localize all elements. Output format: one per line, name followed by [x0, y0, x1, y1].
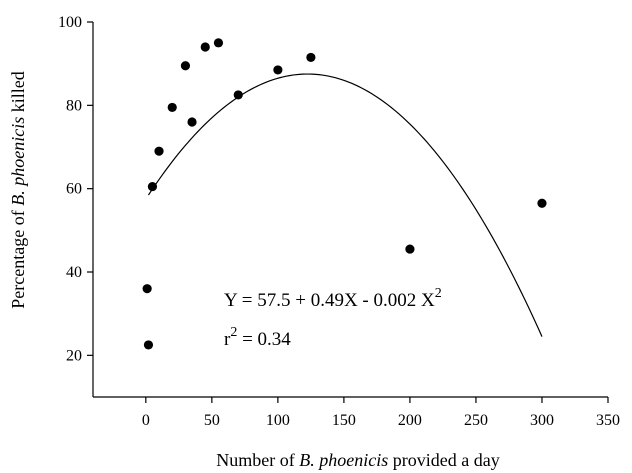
x-tick-label: 250: [464, 412, 488, 429]
data-point: [180, 61, 191, 71]
data-point: [187, 117, 197, 127]
data-point: [200, 42, 210, 52]
regression-curve: [147, 73, 543, 337]
x-tick-label: 100: [266, 412, 290, 429]
x-tick-label: 150: [332, 412, 356, 429]
data-point: [233, 90, 243, 100]
data-point: [142, 284, 152, 294]
data-point: [537, 198, 547, 208]
y-tick-label: 20: [66, 347, 82, 364]
r-squared-label: r2 = 0.34: [224, 325, 291, 350]
y-tick-label: 100: [58, 14, 82, 31]
data-point: [306, 52, 316, 63]
axes: [92, 22, 608, 398]
y-tick-label: 80: [66, 97, 82, 114]
regression-equation: Y = 57.5 + 0.49X - 0.002 X2: [224, 286, 442, 311]
data-point: [273, 65, 283, 75]
y-axis-title: Percentage of B. phoenicis killed: [8, 71, 28, 308]
x-tick-label: 50: [204, 412, 220, 429]
x-ticks: 0 50 100 150 200 250 300 350: [142, 397, 620, 429]
x-tick-label: 300: [530, 412, 554, 429]
data-point: [405, 244, 415, 254]
data-points: [142, 38, 547, 350]
data-point: [213, 38, 224, 48]
x-tick-label: 350: [596, 412, 620, 429]
x-axis-title: Number of B. phoenicis provided a day: [216, 450, 499, 470]
data-point: [143, 340, 154, 350]
y-tick-label: 60: [66, 181, 82, 198]
x-tick-label: 0: [142, 412, 150, 429]
x-tick-label: 200: [398, 412, 422, 429]
data-point: [167, 102, 177, 113]
data-point: [154, 146, 164, 156]
y-tick-label: 40: [66, 264, 82, 281]
y-ticks: 20 40 60 80 100: [58, 14, 93, 364]
data-point: [147, 181, 158, 192]
